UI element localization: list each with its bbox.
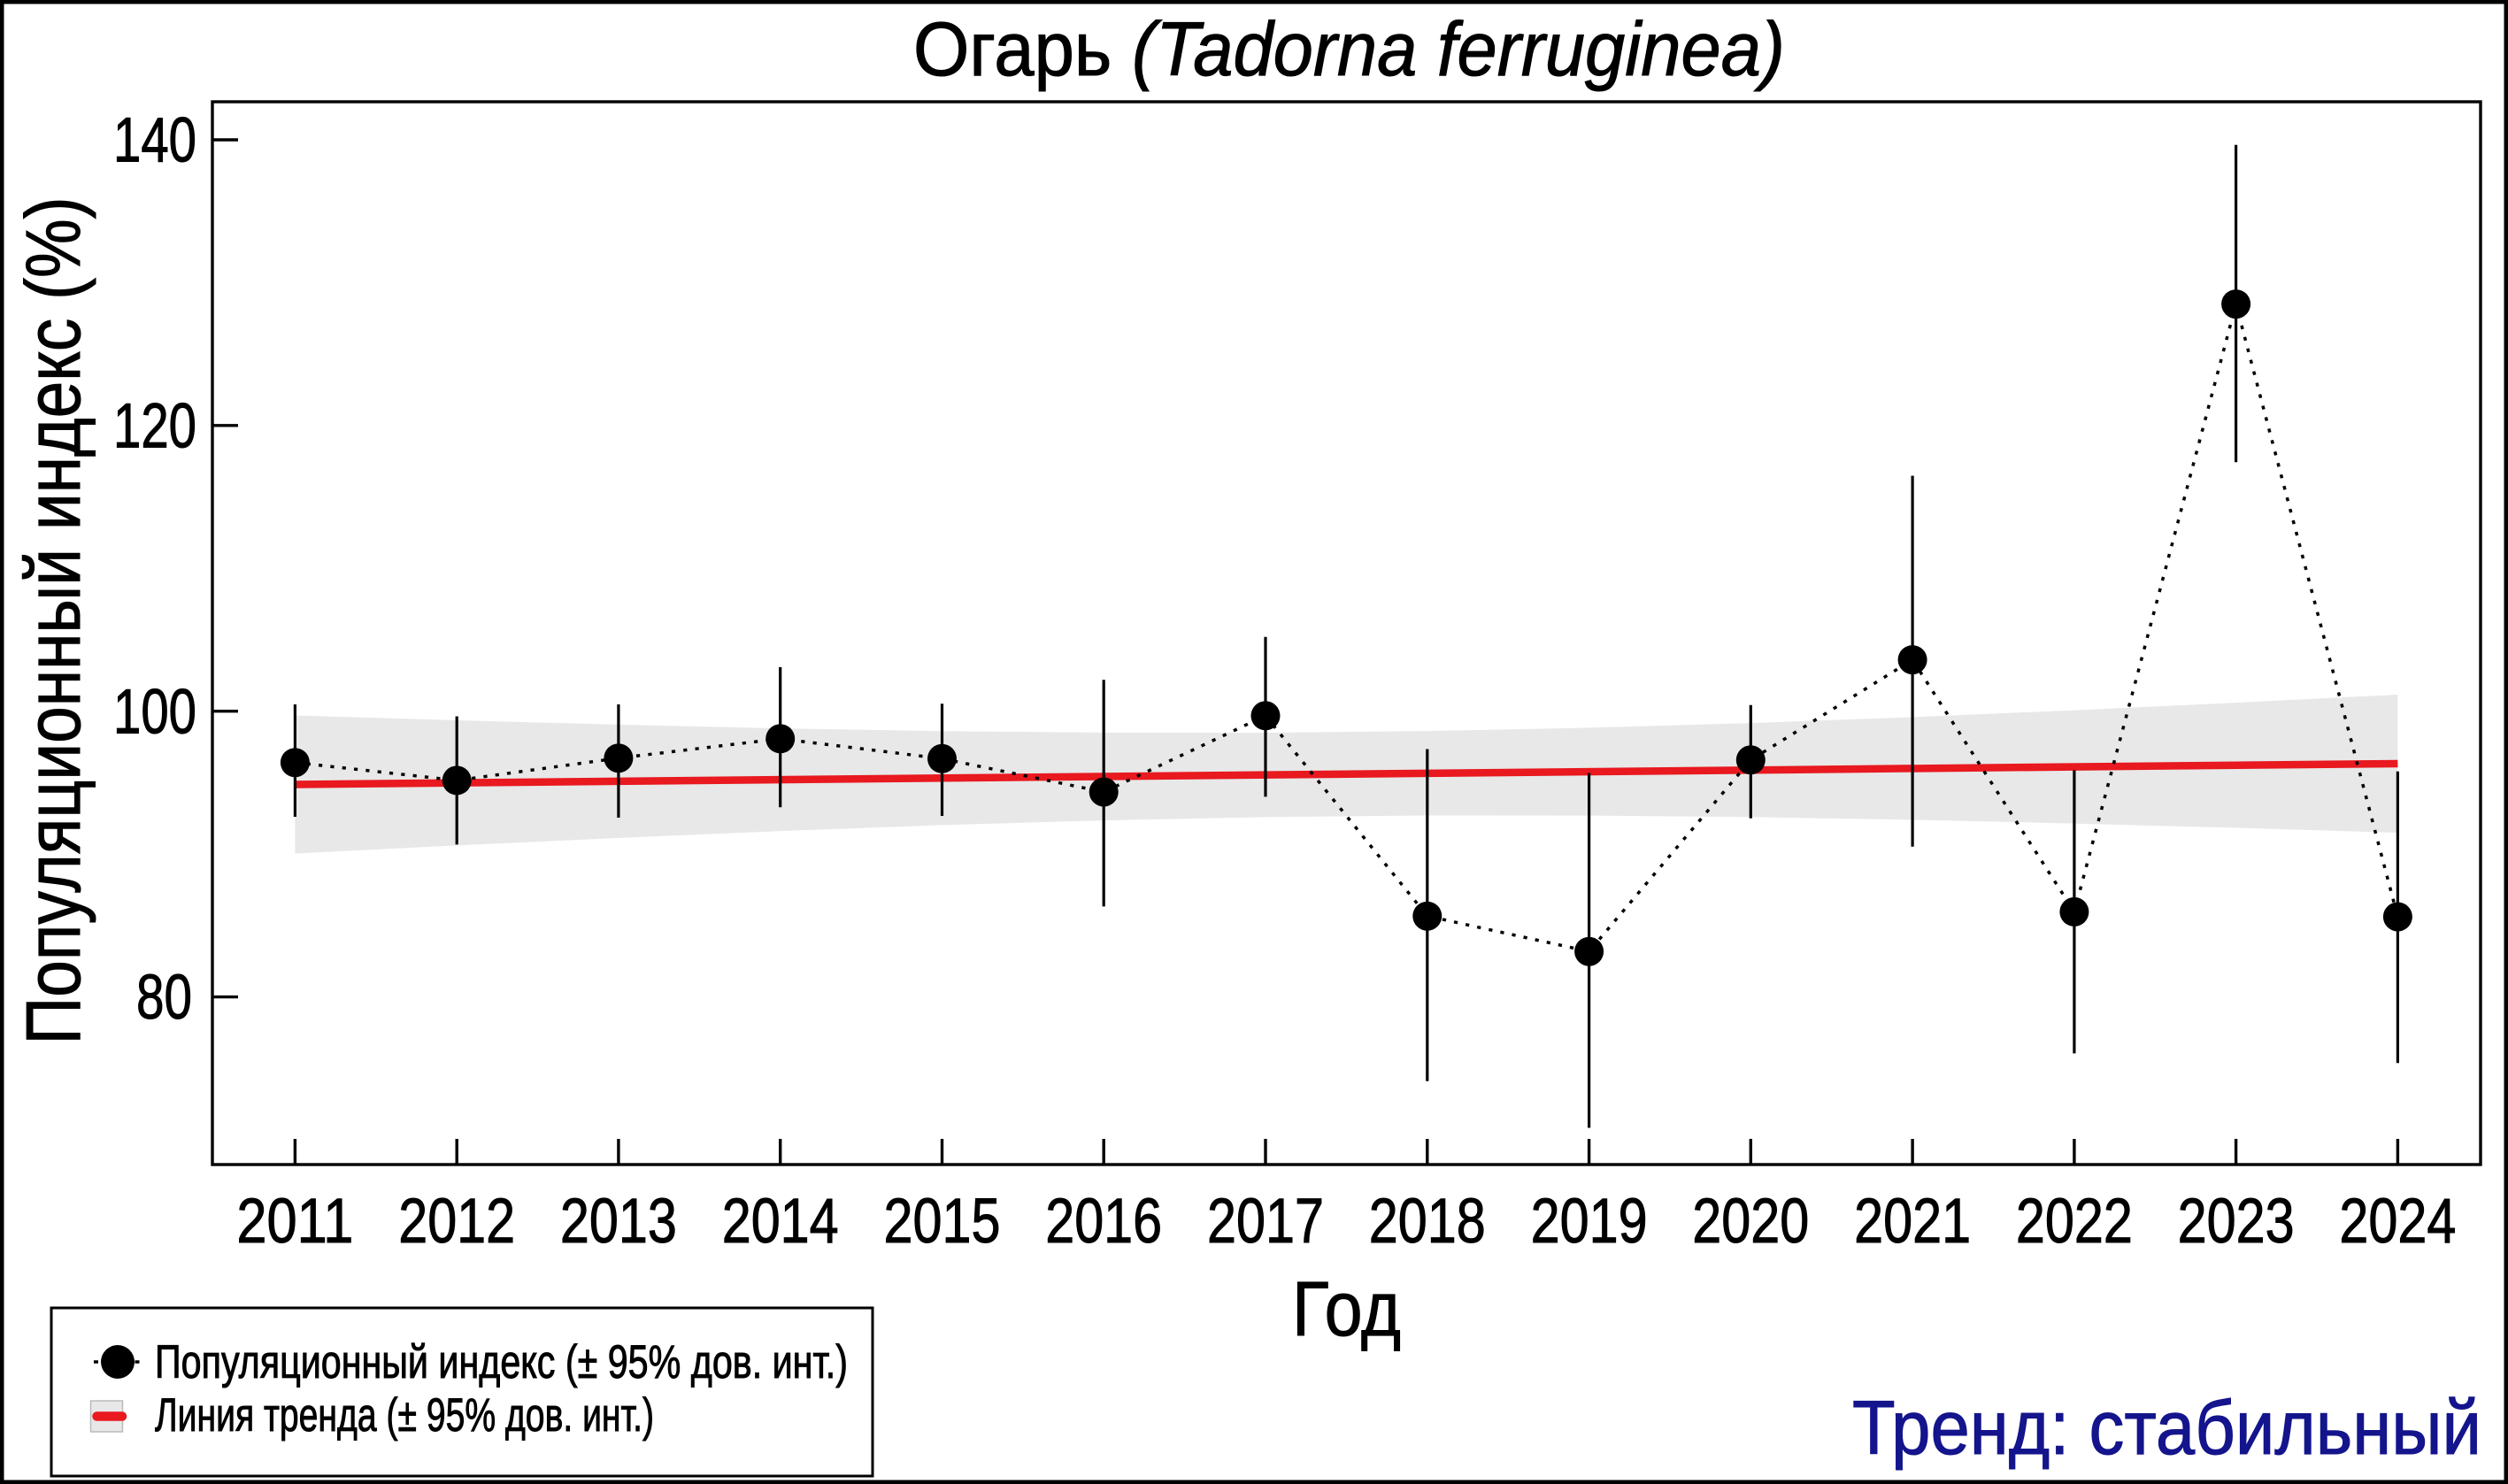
svg-text:Популяционный индекс (%): Популяционный индекс (%) [11,197,96,1045]
svg-text:Популяционный индекс (± 95% до: Популяционный индекс (± 95% дов. инт.) [155,1336,848,1388]
svg-text:2012: 2012 [398,1187,515,1257]
svg-text:2011: 2011 [236,1187,353,1257]
svg-text:Огарь (Tadorna ferruginea): Огарь (Tadorna ferruginea) [913,7,1785,92]
svg-text:2018: 2018 [1369,1187,1486,1257]
svg-text:2014: 2014 [722,1187,839,1257]
svg-text:2024: 2024 [2339,1187,2456,1257]
svg-text:2013: 2013 [560,1187,677,1257]
svg-text:80: 80 [136,963,192,1033]
svg-text:Год: Год [1292,1266,1401,1352]
svg-text:2021: 2021 [1854,1187,1971,1257]
svg-text:2017: 2017 [1207,1187,1324,1257]
svg-text:2015: 2015 [884,1187,1001,1257]
svg-text:2016: 2016 [1045,1187,1162,1257]
svg-text:120: 120 [113,391,196,461]
svg-text:2023: 2023 [2178,1187,2295,1257]
svg-text:100: 100 [113,677,196,747]
svg-text:Тренд: стабильный: Тренд: стабильный [1852,1386,2481,1471]
svg-text:2022: 2022 [2016,1187,2133,1257]
svg-text:2019: 2019 [1531,1187,1648,1257]
svg-text:140: 140 [113,106,196,176]
svg-text:2020: 2020 [1692,1187,1809,1257]
svg-text:Линия тренда (± 95% дов. инт.): Линия тренда (± 95% дов. инт.) [155,1389,654,1442]
